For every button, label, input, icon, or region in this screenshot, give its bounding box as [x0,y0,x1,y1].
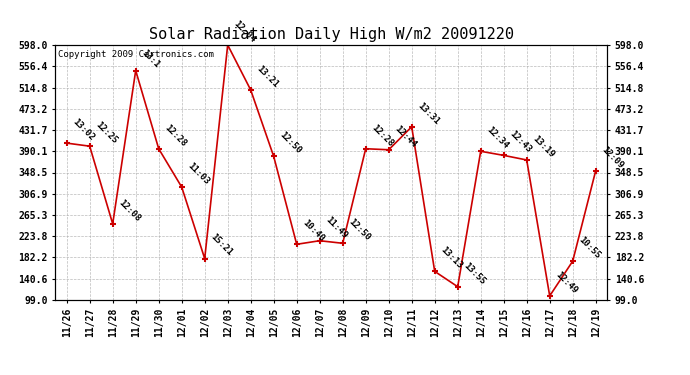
Text: 13:13: 13:13 [439,245,464,271]
Text: 13:02: 13:02 [71,117,96,142]
Title: Solar Radiation Daily High W/m2 20091220: Solar Radiation Daily High W/m2 20091220 [149,27,513,42]
Text: 11:03: 11:03 [186,161,211,186]
Text: 13:1: 13:1 [140,48,161,70]
Text: 10:40: 10:40 [301,218,326,243]
Text: 12:34: 12:34 [485,125,510,150]
Text: 12:09: 12:09 [600,145,625,170]
Text: 12:25: 12:25 [94,120,119,146]
Text: 12:28: 12:28 [370,123,395,148]
Text: 13:21: 13:21 [255,64,280,89]
Text: 12:49: 12:49 [554,270,579,295]
Text: 12:08: 12:08 [117,198,142,223]
Text: 12:50: 12:50 [278,130,303,156]
Text: 12:44: 12:44 [393,124,418,149]
Text: 12:43: 12:43 [508,129,533,154]
Text: 13:55: 13:55 [462,261,487,286]
Text: 13:19: 13:19 [531,134,556,159]
Text: 12:28: 12:28 [163,123,188,148]
Text: 15:21: 15:21 [209,232,234,258]
Text: 11:49: 11:49 [324,214,349,240]
Text: 13:31: 13:31 [416,100,441,126]
Text: 12:04: 12:04 [232,19,257,44]
Text: Copyright 2009 Cartronics.com: Copyright 2009 Cartronics.com [58,50,214,59]
Text: 10:55: 10:55 [577,235,602,260]
Text: 12:50: 12:50 [347,217,372,243]
